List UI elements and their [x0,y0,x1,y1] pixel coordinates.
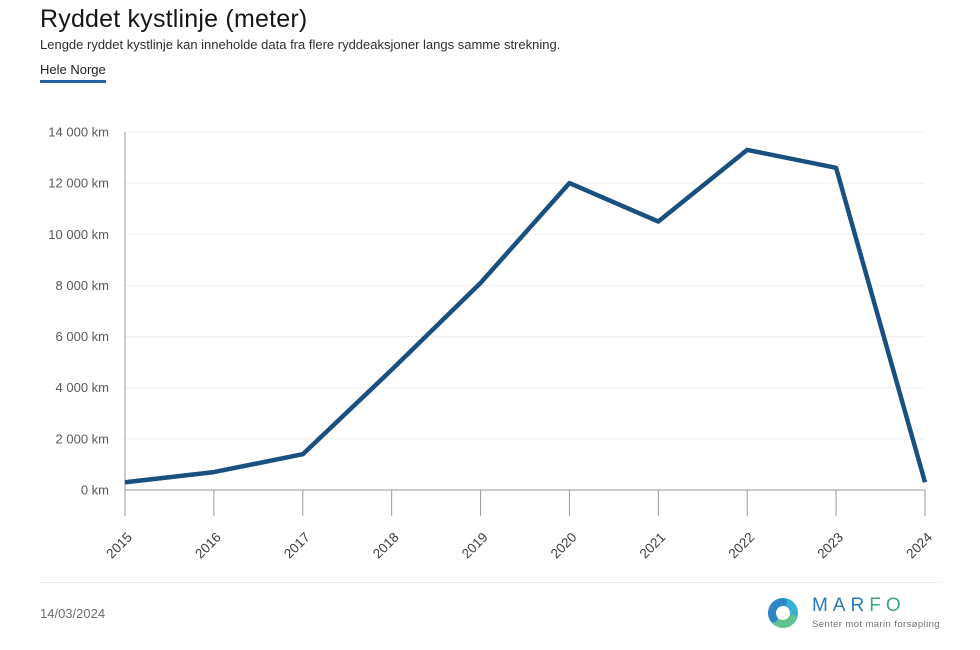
marfo-logo-tagline: Senter mot marin forsøpling [811,618,940,630]
svg-text:2021: 2021 [637,530,669,562]
page-subtitle: Lengde ryddet kystlinje kan inneholde da… [40,37,561,52]
chart-x-ticks [124,490,926,516]
svg-text:2 000 km: 2 000 km [56,431,109,446]
svg-text:6 000 km: 6 000 km [56,329,109,344]
svg-text:2018: 2018 [370,530,402,562]
tab-hele-norge[interactable]: Hele Norge [40,62,106,83]
svg-text:2024: 2024 [903,529,935,561]
svg-text:2017: 2017 [281,530,313,562]
chart-axes [124,132,925,491]
chart-y-tick-labels: 0 km 2 000 km 4 000 km 6 000 km 8 000 km 10 0… [48,125,109,498]
chart-gridlines [125,131,925,440]
svg-text:4 000 km: 4 000 km [56,380,109,395]
svg-text:2016: 2016 [192,530,224,562]
svg-text:12 000 km: 12 000 km [48,176,109,191]
svg-text:2019: 2019 [459,530,491,562]
chart-x-tick-labels: 2015 2016 2017 2018 2019 2020 2021 2022 2023 2024 [103,529,935,561]
marfo-logo-name: MARFO [811,595,940,617]
svg-text:10 000 km: 10 000 km [48,227,109,242]
marfo-swirl-icon [768,598,798,628]
svg-text:2020: 2020 [548,530,580,562]
svg-text:2023: 2023 [814,530,846,562]
svg-text:0 km: 0 km [81,483,109,498]
svg-text:8 000 km: 8 000 km [56,278,109,293]
svg-text:14 000 km: 14 000 km [48,125,109,140]
footer-divider [40,582,940,583]
svg-text:2022: 2022 [725,530,757,562]
svg-text:2015: 2015 [103,530,135,562]
marfo-name-green: FO [869,595,906,617]
marfo-name-blue: MAR [811,595,870,617]
chart-series-line [124,147,928,485]
marfo-logo: MARFO Senter mot marin forsøpling [764,594,940,632]
marfo-logo-text: MARFO Senter mot marin forsøpling [811,595,940,630]
page-title: Ryddet kystlinje (meter) [40,5,308,33]
footer-date: 14/03/2024 [40,606,106,621]
